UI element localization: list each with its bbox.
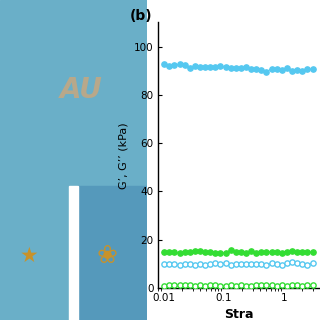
Text: ★: ★	[20, 246, 39, 266]
Y-axis label: G’, G’’ (kPa): G’, G’’ (kPa)	[118, 122, 128, 188]
Bar	[0, 0, 147, 186]
Bar	[76, 186, 147, 320]
Bar	[0, 186, 71, 320]
Text: ❀: ❀	[97, 244, 118, 268]
X-axis label: Stra: Stra	[224, 308, 254, 320]
Text: (b): (b)	[129, 9, 152, 23]
Bar	[69, 186, 78, 320]
Text: AU: AU	[60, 76, 102, 104]
